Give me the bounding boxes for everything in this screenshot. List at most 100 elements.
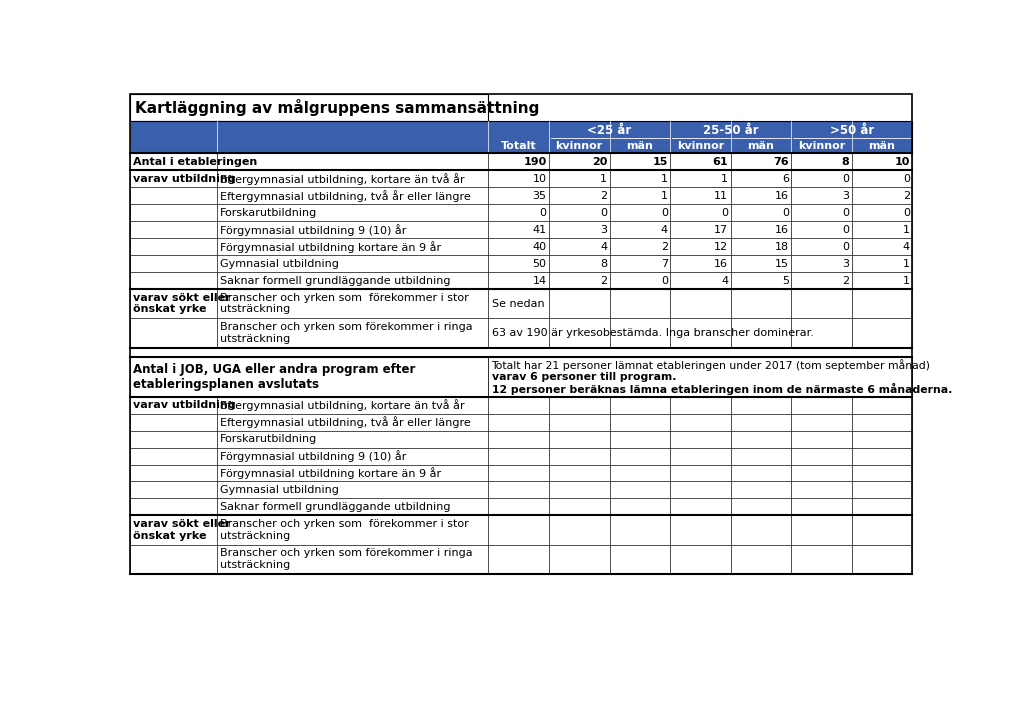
Text: 0: 0 bbox=[722, 208, 728, 218]
Bar bbox=[852, 318, 912, 348]
Bar bbox=[791, 272, 852, 289]
Bar bbox=[731, 238, 791, 255]
Bar bbox=[130, 221, 217, 238]
Bar bbox=[217, 430, 489, 448]
Bar bbox=[610, 499, 670, 515]
Bar bbox=[130, 545, 217, 574]
Bar bbox=[791, 318, 852, 348]
Bar bbox=[791, 238, 852, 255]
Text: 5: 5 bbox=[782, 276, 789, 286]
Text: kvinnor: kvinnor bbox=[556, 141, 603, 151]
Bar bbox=[217, 238, 489, 255]
Text: 8: 8 bbox=[600, 259, 607, 268]
Bar bbox=[731, 272, 791, 289]
Bar bbox=[549, 430, 610, 448]
Bar bbox=[791, 153, 852, 170]
Text: Totalt har 21 personer lämnat etableringen under 2017 (tom september månad): Totalt har 21 personer lämnat etablering… bbox=[492, 359, 930, 371]
Text: 190: 190 bbox=[523, 157, 547, 167]
Text: 63 av 190 är yrkesobestämda. Inga branscher dominerar.: 63 av 190 är yrkesobestämda. Inga bransc… bbox=[492, 328, 813, 338]
Text: Totalt: Totalt bbox=[501, 141, 536, 151]
Text: 20: 20 bbox=[591, 157, 607, 167]
Bar bbox=[549, 204, 610, 221]
Bar bbox=[489, 153, 549, 170]
Text: 10: 10 bbox=[895, 157, 910, 167]
Bar bbox=[670, 272, 731, 289]
Bar bbox=[791, 465, 852, 481]
Bar bbox=[489, 515, 549, 545]
Bar bbox=[791, 188, 852, 204]
Bar bbox=[731, 499, 791, 515]
Text: 1: 1 bbox=[661, 174, 668, 184]
Text: 14: 14 bbox=[532, 276, 547, 286]
Bar bbox=[670, 255, 731, 272]
Text: 1: 1 bbox=[903, 259, 910, 268]
Text: 0: 0 bbox=[843, 241, 849, 252]
Bar bbox=[489, 499, 549, 515]
Bar bbox=[130, 414, 217, 430]
Bar bbox=[731, 153, 791, 170]
Bar bbox=[670, 499, 731, 515]
Text: Saknar formell grundläggande utbildning: Saknar formell grundläggande utbildning bbox=[220, 502, 451, 512]
Bar bbox=[791, 170, 852, 188]
Text: varav utbildning: varav utbildning bbox=[133, 174, 236, 184]
Bar bbox=[610, 545, 670, 574]
Bar bbox=[731, 545, 791, 574]
Bar bbox=[852, 221, 912, 238]
Text: 0: 0 bbox=[601, 208, 607, 218]
Text: 25-50 år: 25-50 år bbox=[702, 124, 758, 137]
Text: 10: 10 bbox=[532, 174, 547, 184]
Bar bbox=[489, 545, 549, 574]
Text: 2: 2 bbox=[600, 276, 607, 286]
Text: 40: 40 bbox=[532, 241, 547, 252]
Bar bbox=[130, 289, 217, 318]
Bar bbox=[852, 272, 912, 289]
Bar bbox=[670, 238, 731, 255]
Bar bbox=[670, 465, 731, 481]
Bar bbox=[549, 397, 610, 414]
Bar bbox=[217, 221, 489, 238]
Bar bbox=[549, 499, 610, 515]
Text: Branscher och yrken som  förekommer i stor
utsträckning: Branscher och yrken som förekommer i sto… bbox=[220, 293, 469, 314]
Bar bbox=[489, 238, 549, 255]
Text: 1: 1 bbox=[661, 190, 668, 201]
Bar bbox=[731, 515, 791, 545]
Bar bbox=[549, 545, 610, 574]
Text: 3: 3 bbox=[843, 259, 849, 268]
Text: 7: 7 bbox=[661, 259, 668, 268]
Bar bbox=[130, 515, 217, 545]
Bar bbox=[791, 414, 852, 430]
Bar bbox=[489, 430, 549, 448]
Bar bbox=[610, 204, 670, 221]
Text: varav utbildning: varav utbildning bbox=[133, 401, 236, 410]
Bar bbox=[610, 448, 670, 465]
Text: 2: 2 bbox=[842, 276, 849, 286]
Bar bbox=[549, 255, 610, 272]
Text: 12: 12 bbox=[715, 241, 728, 252]
Bar bbox=[852, 414, 912, 430]
Text: 1: 1 bbox=[722, 174, 728, 184]
Bar bbox=[610, 481, 670, 499]
Bar bbox=[791, 221, 852, 238]
Bar bbox=[670, 221, 731, 238]
Bar bbox=[852, 430, 912, 448]
Bar bbox=[731, 289, 791, 318]
Text: Antal i JOB, UGA eller andra program efter
etableringsplanen avslutats: Antal i JOB, UGA eller andra program eft… bbox=[133, 363, 415, 390]
Text: kvinnor: kvinnor bbox=[798, 141, 845, 151]
Bar bbox=[791, 515, 852, 545]
Bar bbox=[670, 204, 731, 221]
Bar bbox=[610, 272, 670, 289]
Bar bbox=[489, 397, 549, 414]
Bar bbox=[549, 221, 610, 238]
Bar bbox=[731, 397, 791, 414]
Bar bbox=[489, 272, 549, 289]
Text: Branscher och yrken som förekommer i ringa
utsträckning: Branscher och yrken som förekommer i rin… bbox=[220, 322, 473, 344]
Bar bbox=[549, 481, 610, 499]
Text: 50: 50 bbox=[532, 259, 547, 268]
Bar bbox=[791, 545, 852, 574]
Text: 0: 0 bbox=[661, 276, 668, 286]
Bar bbox=[130, 121, 912, 153]
Bar bbox=[549, 448, 610, 465]
Bar bbox=[549, 289, 610, 318]
Bar bbox=[610, 465, 670, 481]
Text: 15: 15 bbox=[775, 259, 789, 268]
